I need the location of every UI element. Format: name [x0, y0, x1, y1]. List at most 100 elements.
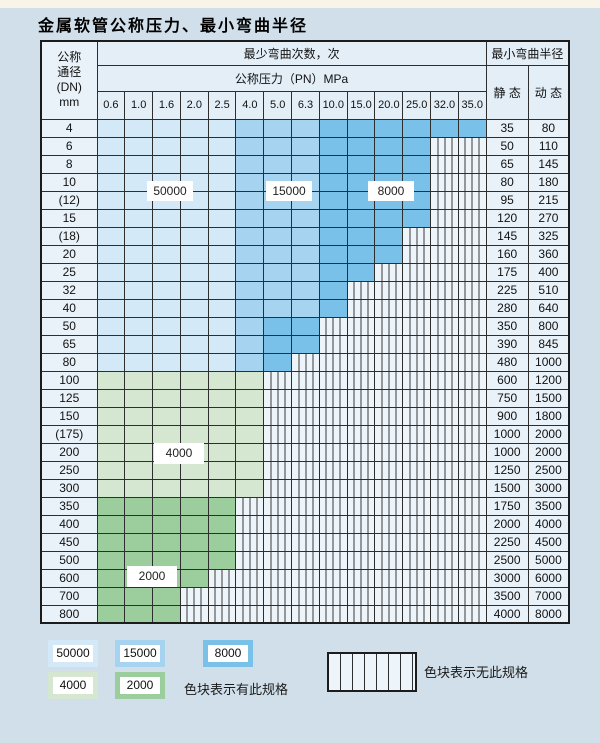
spec-cell [96, 334, 126, 354]
table-row: 450 2250 4500 [40, 532, 570, 552]
static-value: 390 [485, 334, 529, 354]
spec-cell [346, 478, 376, 498]
dynamic-value: 2000 [527, 442, 570, 462]
spec-cell [235, 586, 265, 606]
spec-cell [318, 532, 348, 552]
spec-cell [124, 442, 154, 462]
spec-cell [207, 244, 237, 264]
spec-cell [152, 154, 181, 174]
spec-cell [96, 370, 126, 390]
spec-cell [430, 118, 459, 138]
spec-cell [207, 388, 237, 408]
spec-cell [152, 514, 181, 534]
spec-cell [207, 406, 237, 426]
spec-cell [179, 568, 209, 588]
dn-cell: 25 [40, 262, 98, 282]
spec-cell [291, 568, 320, 588]
static-value: 2500 [485, 550, 529, 570]
dynamic-value: 800 [527, 316, 570, 336]
spec-cell [402, 370, 432, 390]
spec-cell [457, 280, 487, 300]
spec-cell [291, 244, 320, 264]
spec-cell [263, 370, 293, 390]
dn-cell: 200 [40, 442, 98, 462]
spec-cell [235, 388, 265, 408]
spec-cell [263, 460, 293, 480]
spec-cell [291, 352, 320, 372]
spec-cell [374, 442, 404, 462]
dn-cell: 700 [40, 586, 98, 606]
spec-cell [152, 388, 181, 408]
pressure-tick-6.3: 6.3 [291, 90, 320, 120]
static-value: 1000 [485, 424, 529, 444]
spec-cell [96, 388, 126, 408]
spec-cell [124, 226, 154, 246]
spec-cell [124, 496, 154, 516]
spec-cell [402, 514, 432, 534]
spec-cell [402, 496, 432, 516]
spec-cell [430, 442, 459, 462]
spec-cell [374, 514, 404, 534]
static-value: 80 [485, 172, 529, 192]
spec-cell [374, 568, 404, 588]
spec-cell [457, 586, 487, 606]
dn-cell: 150 [40, 406, 98, 426]
spec-cell [96, 442, 126, 462]
spec-cell [96, 352, 126, 372]
spec-cell [430, 478, 459, 498]
spec-cell [402, 586, 432, 606]
spec-cell [457, 154, 487, 174]
legend-swatch-2000: 2000 [115, 672, 165, 699]
dynamic-value: 3000 [527, 478, 570, 498]
spec-cell [235, 316, 265, 336]
dynamic-value: 3500 [527, 496, 570, 516]
dynamic-value: 4000 [527, 514, 570, 534]
spec-cell [291, 496, 320, 516]
spec-cell [207, 262, 237, 282]
spec-cell [152, 226, 181, 246]
spec-cell [179, 370, 209, 390]
dynamic-value: 325 [527, 226, 570, 246]
spec-cell [318, 370, 348, 390]
spec-cell [346, 226, 376, 246]
spec-cell [402, 316, 432, 336]
spec-cell [430, 136, 459, 156]
static-value: 1000 [485, 442, 529, 462]
static-value: 750 [485, 388, 529, 408]
spec-cell [402, 442, 432, 462]
dn-cell: (12) [40, 190, 98, 210]
dn-cell: (175) [40, 424, 98, 444]
radius-header: 最小弯曲半径 [485, 40, 570, 66]
pressure-tick-20.0: 20.0 [374, 90, 404, 120]
spec-cell [346, 532, 376, 552]
static-value: 120 [485, 208, 529, 228]
spec-cell [291, 478, 320, 498]
spec-cell [430, 262, 459, 282]
spec-cell [457, 460, 487, 480]
static-value: 2250 [485, 532, 529, 552]
spec-cell [124, 280, 154, 300]
spec-cell [346, 298, 376, 318]
dynamic-value: 270 [527, 208, 570, 228]
table-row: 6 50 110 [40, 136, 570, 156]
pressure-tick-35.0: 35.0 [457, 90, 487, 120]
spec-cell [207, 208, 237, 228]
dynamic-value: 400 [527, 262, 570, 282]
dynamic-value: 5000 [527, 550, 570, 570]
spec-cell [457, 370, 487, 390]
spec-cell [235, 460, 265, 480]
spec-cell [152, 118, 181, 138]
dn-cell: 6 [40, 136, 98, 156]
spec-cell [402, 478, 432, 498]
spec-cell [124, 352, 154, 372]
spec-cell [152, 604, 181, 624]
table-row: 50 350 800 [40, 316, 570, 336]
spec-cell [318, 352, 348, 372]
legend-swatch-label: 50000 [53, 645, 93, 662]
spec-cell [179, 586, 209, 606]
spec-cell [207, 154, 237, 174]
pressure-tick-2.0: 2.0 [179, 90, 209, 120]
spec-cell [207, 568, 237, 588]
dn-cell: 125 [40, 388, 98, 408]
dn-cell: (18) [40, 226, 98, 246]
